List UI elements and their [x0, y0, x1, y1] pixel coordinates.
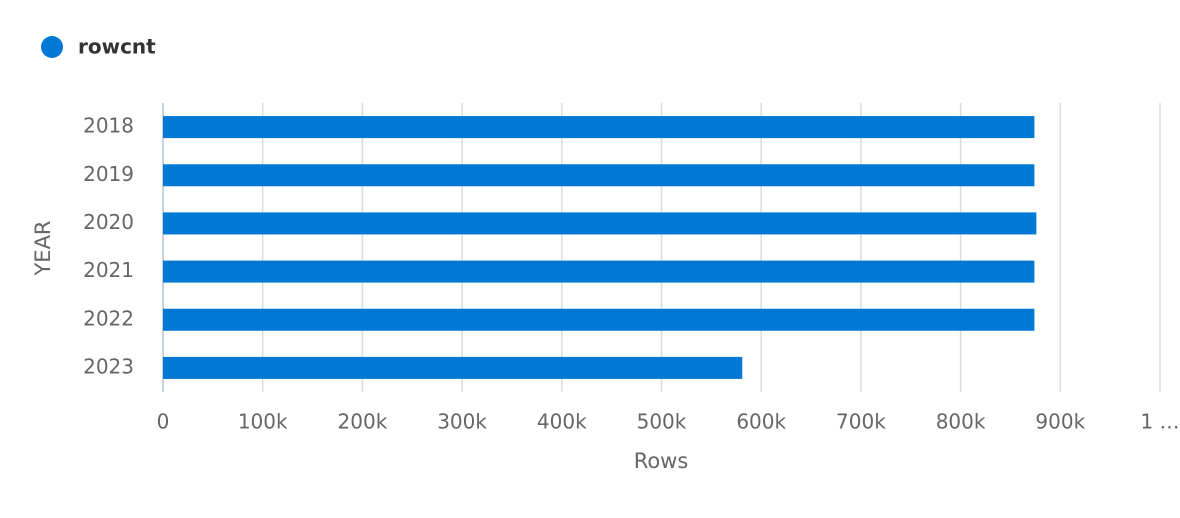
y-tick-label: 2023: [83, 354, 134, 378]
x-tick-label: 600k: [736, 410, 786, 434]
x-tick-label: 1 …: [1140, 410, 1179, 434]
y-tick-label: 2022: [83, 306, 134, 330]
x-tick-label: 500k: [637, 410, 687, 434]
x-axis-title: Rows: [634, 449, 689, 473]
x-tick-label: 200k: [338, 410, 388, 434]
bar: [163, 356, 743, 379]
bar: [163, 212, 1037, 235]
x-tick-label: 800k: [936, 410, 986, 434]
x-tick-label: 700k: [836, 410, 886, 434]
bar: [163, 164, 1035, 187]
y-tick-label: 2019: [83, 162, 134, 186]
y-tick-label: 2021: [83, 258, 134, 282]
bar: [163, 308, 1035, 331]
legend-swatch: [41, 36, 63, 58]
y-tick-label: 2020: [83, 210, 134, 234]
y-tick-label: 2018: [83, 114, 134, 138]
y-axis-title: YEAR: [31, 220, 55, 276]
x-tick-label: 900k: [1035, 410, 1085, 434]
x-tick-label: 400k: [537, 410, 587, 434]
bar: [163, 116, 1035, 139]
x-tick-label: 100k: [238, 410, 288, 434]
x-tick-label: 0: [157, 410, 170, 434]
legend-label: rowcnt: [78, 35, 156, 59]
bar: [163, 260, 1035, 283]
x-tick-label: 300k: [437, 410, 487, 434]
